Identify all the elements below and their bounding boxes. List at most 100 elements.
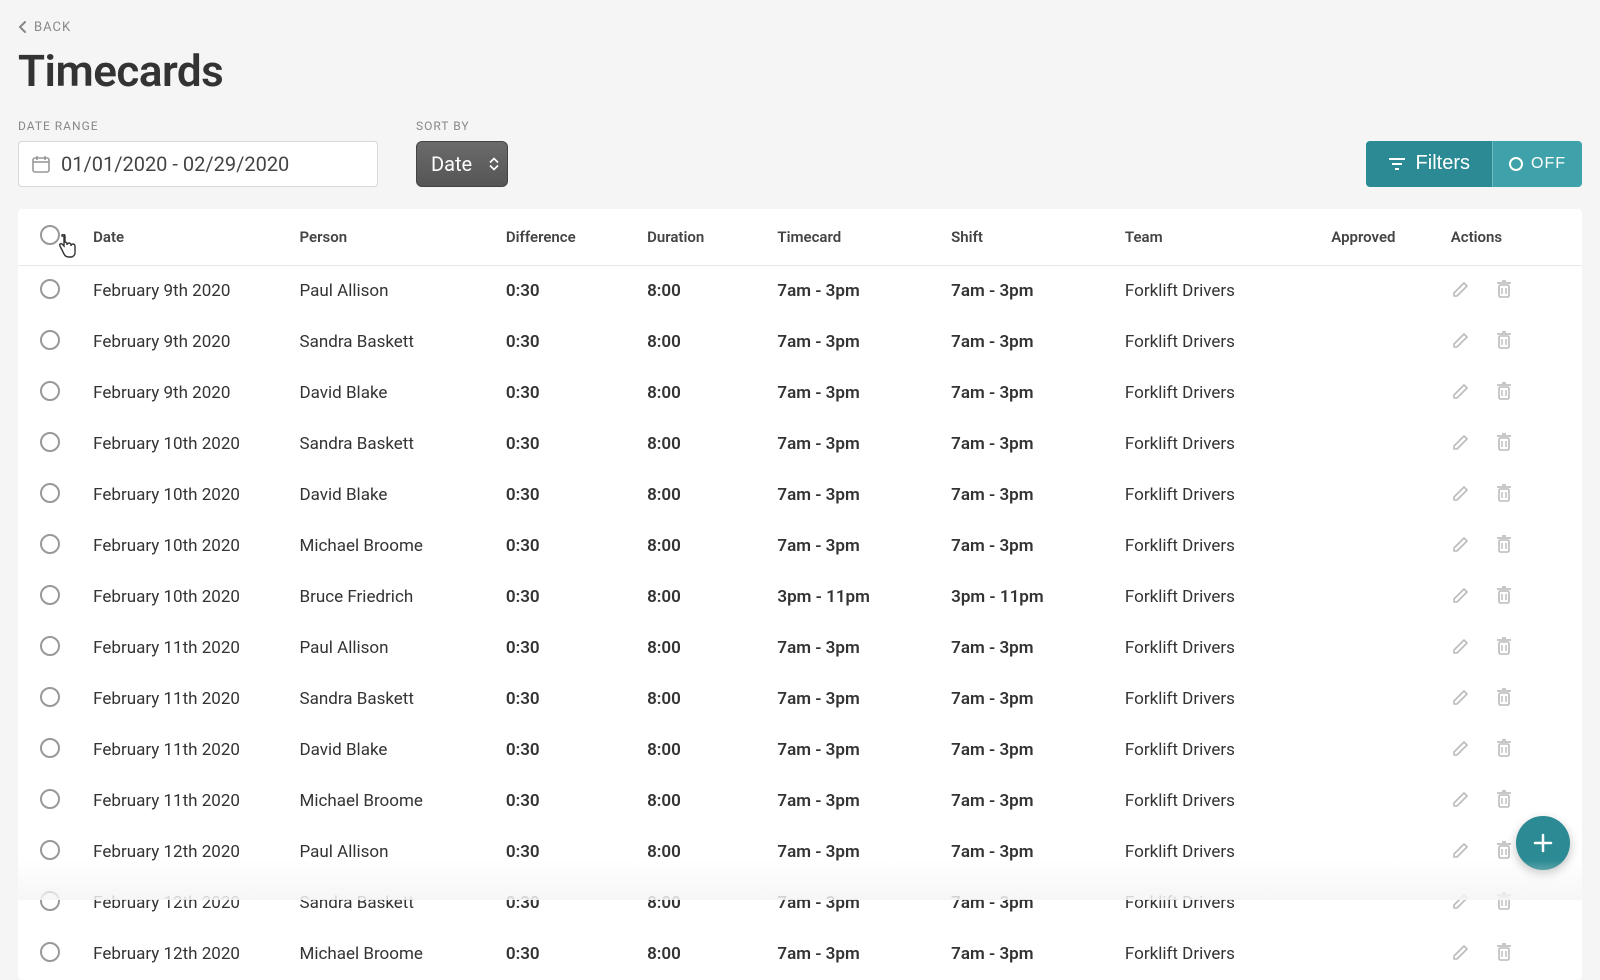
delete-icon[interactable]	[1495, 279, 1513, 304]
row-select-radio[interactable]	[40, 279, 60, 299]
delete-icon[interactable]	[1495, 738, 1513, 763]
table-row[interactable]: February 12th 2020Michael Broome0:308:00…	[18, 929, 1582, 980]
row-select-radio[interactable]	[40, 789, 60, 809]
delete-icon[interactable]	[1495, 636, 1513, 661]
edit-icon[interactable]	[1451, 330, 1471, 355]
row-select-radio[interactable]	[40, 840, 60, 860]
row-select-radio[interactable]	[40, 738, 60, 758]
table-row[interactable]: February 11th 2020Michael Broome0:308:00…	[18, 776, 1582, 827]
col-team[interactable]: Team	[1115, 209, 1321, 266]
cell-team: Forklift Drivers	[1115, 725, 1321, 776]
table-row[interactable]: February 12th 2020Paul Allison0:308:007a…	[18, 827, 1582, 878]
edit-icon[interactable]	[1451, 636, 1471, 661]
cell-person: Sandra Baskett	[290, 317, 496, 368]
col-approved[interactable]: Approved	[1321, 209, 1440, 266]
delete-icon[interactable]	[1495, 483, 1513, 508]
delete-icon[interactable]	[1495, 687, 1513, 712]
edit-icon[interactable]	[1451, 483, 1471, 508]
table-row[interactable]: February 11th 2020David Blake0:308:007am…	[18, 725, 1582, 776]
col-date[interactable]: Date	[83, 209, 289, 266]
edit-icon[interactable]	[1451, 789, 1471, 814]
date-range-input[interactable]: 01/01/2020 - 02/29/2020	[18, 141, 378, 187]
cell-duration: 8:00	[637, 776, 767, 827]
row-select-radio[interactable]	[40, 687, 60, 707]
table-row[interactable]: February 9th 2020David Blake0:308:007am …	[18, 368, 1582, 419]
table-row[interactable]: February 10th 2020David Blake0:308:007am…	[18, 470, 1582, 521]
row-select-radio[interactable]	[40, 483, 60, 503]
col-person[interactable]: Person	[290, 209, 496, 266]
col-timecard[interactable]: Timecard	[767, 209, 941, 266]
row-select-radio[interactable]	[40, 891, 60, 911]
cell-team: Forklift Drivers	[1115, 674, 1321, 725]
col-shift[interactable]: Shift	[941, 209, 1115, 266]
edit-icon[interactable]	[1451, 585, 1471, 610]
edit-icon[interactable]	[1451, 738, 1471, 763]
edit-icon[interactable]	[1451, 840, 1471, 865]
controls-row: DATE RANGE 01/01/2020 - 02/29/2020 SORT …	[18, 119, 1582, 187]
delete-icon[interactable]	[1495, 330, 1513, 355]
col-select-all[interactable]	[18, 209, 83, 266]
chevron-left-icon	[18, 21, 28, 33]
table-row[interactable]: February 9th 2020Paul Allison0:308:007am…	[18, 265, 1582, 317]
cell-team: Forklift Drivers	[1115, 572, 1321, 623]
cell-approved	[1321, 368, 1440, 419]
sort-by-select[interactable]: Date	[416, 141, 508, 187]
cell-team: Forklift Drivers	[1115, 521, 1321, 572]
cell-difference: 0:30	[496, 572, 637, 623]
delete-icon[interactable]	[1495, 840, 1513, 865]
cell-difference: 0:30	[496, 521, 637, 572]
filters-off-button[interactable]: OFF	[1492, 141, 1582, 187]
cell-difference: 0:30	[496, 776, 637, 827]
table-row[interactable]: February 10th 2020Sandra Baskett0:308:00…	[18, 419, 1582, 470]
row-select-radio[interactable]	[40, 534, 60, 554]
off-label: OFF	[1531, 155, 1566, 173]
cell-duration: 8:00	[637, 929, 767, 980]
edit-icon[interactable]	[1451, 534, 1471, 559]
col-difference[interactable]: Difference	[496, 209, 637, 266]
delete-icon[interactable]	[1495, 432, 1513, 457]
filters-button[interactable]: Filters	[1366, 141, 1492, 187]
col-duration[interactable]: Duration	[637, 209, 767, 266]
cell-date: February 9th 2020	[83, 265, 289, 317]
cell-team: Forklift Drivers	[1115, 419, 1321, 470]
edit-icon[interactable]	[1451, 942, 1471, 967]
table-row[interactable]: February 9th 2020Sandra Baskett0:308:007…	[18, 317, 1582, 368]
delete-icon[interactable]	[1495, 534, 1513, 559]
cell-date: February 10th 2020	[83, 521, 289, 572]
back-button[interactable]: BACK	[18, 20, 71, 35]
delete-icon[interactable]	[1495, 891, 1513, 916]
edit-icon[interactable]	[1451, 381, 1471, 406]
cell-shift: 7am - 3pm	[941, 827, 1115, 878]
row-select-radio[interactable]	[40, 432, 60, 452]
edit-icon[interactable]	[1451, 891, 1471, 916]
delete-icon[interactable]	[1495, 381, 1513, 406]
row-select-radio[interactable]	[40, 381, 60, 401]
table-row[interactable]: February 11th 2020Paul Allison0:308:007a…	[18, 623, 1582, 674]
table-row[interactable]: February 11th 2020Sandra Baskett0:308:00…	[18, 674, 1582, 725]
col-actions: Actions	[1441, 209, 1582, 266]
cell-approved	[1321, 674, 1440, 725]
page-title: Timecards	[18, 45, 1582, 97]
table-row[interactable]: February 10th 2020Bruce Friedrich0:308:0…	[18, 572, 1582, 623]
select-all-radio[interactable]	[40, 225, 60, 245]
cell-duration: 8:00	[637, 674, 767, 725]
add-timecard-fab[interactable]	[1516, 816, 1570, 870]
row-select-radio[interactable]	[40, 330, 60, 350]
cell-approved	[1321, 572, 1440, 623]
table-row[interactable]: February 12th 2020Sandra Baskett0:308:00…	[18, 878, 1582, 929]
delete-icon[interactable]	[1495, 585, 1513, 610]
row-select-radio[interactable]	[40, 636, 60, 656]
cell-timecard: 7am - 3pm	[767, 776, 941, 827]
sort-chevrons-icon	[489, 157, 499, 170]
edit-icon[interactable]	[1451, 432, 1471, 457]
edit-icon[interactable]	[1451, 279, 1471, 304]
table-row[interactable]: February 10th 2020Michael Broome0:308:00…	[18, 521, 1582, 572]
cell-duration: 8:00	[637, 368, 767, 419]
row-select-radio[interactable]	[40, 585, 60, 605]
edit-icon[interactable]	[1451, 687, 1471, 712]
cell-person: Sandra Baskett	[290, 674, 496, 725]
delete-icon[interactable]	[1495, 789, 1513, 814]
delete-icon[interactable]	[1495, 942, 1513, 967]
row-select-radio[interactable]	[40, 942, 60, 962]
cell-difference: 0:30	[496, 419, 637, 470]
